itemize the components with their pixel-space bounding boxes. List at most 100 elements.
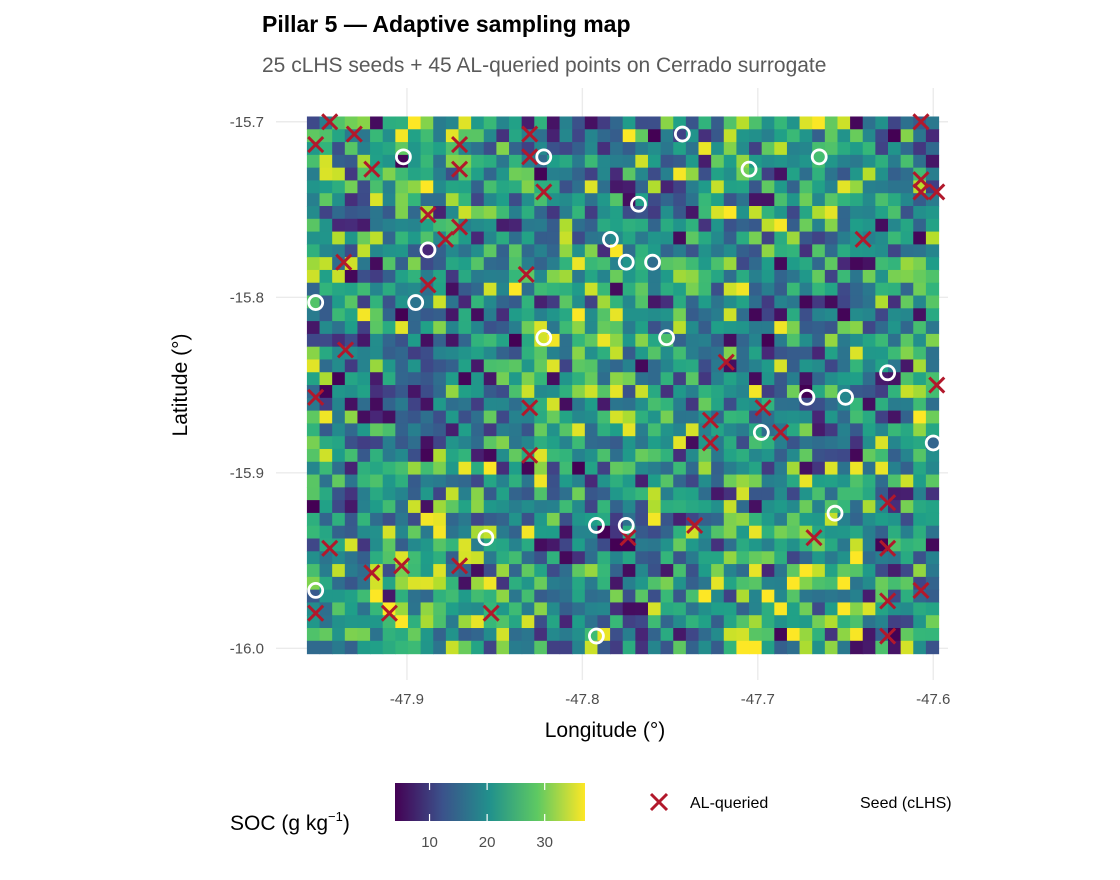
raster-cell	[306, 500, 321, 514]
raster-cell	[647, 359, 662, 373]
raster-cell	[332, 244, 346, 258]
raster-cell	[723, 257, 738, 271]
raster-cell	[749, 551, 763, 565]
raster-cell	[749, 308, 763, 322]
raster-cell	[900, 321, 914, 335]
raster-cell	[395, 321, 409, 335]
raster-cell	[471, 244, 485, 258]
raster-cell	[875, 461, 889, 476]
raster-cell	[559, 372, 573, 386]
raster-cell	[673, 602, 687, 616]
al-point	[363, 564, 381, 582]
al-point-stroke-b	[321, 113, 339, 131]
raster-cell	[900, 295, 914, 309]
al-point-stroke-b	[307, 604, 325, 622]
raster-cell	[925, 602, 940, 616]
raster-cell	[660, 410, 674, 425]
raster-cell	[420, 410, 434, 425]
raster-cell	[799, 295, 813, 309]
raster-cell	[572, 346, 586, 361]
raster-cell	[622, 448, 636, 463]
al-point	[928, 376, 946, 394]
raster-cell	[660, 576, 674, 591]
raster-cell	[610, 308, 624, 322]
raster-cell	[534, 282, 548, 297]
raster-cell	[357, 282, 371, 297]
al-point	[336, 341, 355, 359]
raster-cell	[584, 308, 599, 322]
raster-cell	[344, 231, 359, 245]
raster-cell	[824, 269, 839, 284]
raster-cell	[534, 615, 548, 629]
raster-cell	[357, 602, 371, 616]
raster-cell	[483, 551, 497, 565]
colorbar-title-sup: −1	[328, 809, 343, 824]
raster-cell	[900, 244, 914, 258]
raster-cell	[774, 295, 788, 309]
raster-cell	[509, 372, 523, 386]
raster-cell	[749, 359, 763, 373]
raster-cell	[698, 589, 712, 604]
raster-cell	[799, 487, 813, 501]
raster-cell	[900, 154, 914, 169]
raster-cell	[357, 448, 371, 463]
raster-cell	[546, 385, 561, 399]
al-point-stroke-b	[521, 125, 539, 143]
raster-cell	[925, 538, 940, 552]
al-point	[805, 529, 823, 547]
raster-cell	[685, 321, 700, 335]
raster-cell	[572, 512, 586, 527]
raster-cell	[584, 410, 599, 425]
raster-cell	[610, 640, 624, 655]
raster-cell	[521, 231, 535, 245]
raster-cell	[799, 193, 813, 207]
raster-cell	[647, 436, 662, 450]
raster-cell	[673, 359, 687, 373]
raster-cell	[357, 512, 371, 527]
raster-cell	[382, 129, 396, 143]
raster-cell	[496, 512, 510, 527]
raster-cell	[584, 269, 599, 284]
raster-cell	[407, 576, 422, 591]
raster-cell	[319, 206, 333, 220]
raster-cell	[559, 308, 573, 322]
raster-cell	[925, 206, 940, 220]
raster-cell	[913, 346, 927, 361]
raster-cell	[597, 206, 611, 220]
raster-cell	[685, 448, 700, 463]
raster-cell	[647, 512, 662, 527]
raster-cell	[458, 282, 472, 297]
raster-cell	[774, 142, 788, 156]
raster-cell	[445, 410, 460, 425]
raster-cell	[635, 423, 649, 437]
raster-cell	[774, 167, 788, 182]
raster-cell	[749, 167, 763, 182]
raster-cell	[357, 193, 371, 207]
raster-cell	[774, 282, 788, 297]
raster-cell	[723, 218, 738, 233]
raster-cell	[622, 359, 636, 373]
al-point-stroke-b	[912, 113, 930, 131]
raster-cell	[496, 461, 510, 476]
raster-cell	[723, 308, 738, 322]
raster-cell	[433, 602, 447, 616]
raster-cell	[812, 615, 826, 629]
raster-cell	[433, 295, 447, 309]
raster-cell	[433, 397, 447, 412]
raster-cell	[698, 423, 712, 437]
raster-cell	[635, 321, 649, 335]
raster-cell	[584, 193, 599, 207]
raster-cell	[357, 206, 371, 220]
raster-cell	[736, 206, 750, 220]
raster-cell	[471, 564, 485, 578]
raster-cell	[875, 576, 889, 591]
x-tick-label: -47.7	[741, 691, 775, 708]
raster-cell	[584, 282, 599, 297]
raster-cell	[875, 525, 889, 540]
raster-cell	[344, 423, 359, 437]
raster-cell	[711, 602, 725, 616]
raster-cell	[723, 500, 738, 514]
raster-cell	[559, 551, 573, 565]
raster-cell	[382, 180, 396, 194]
raster-cell	[559, 423, 573, 437]
